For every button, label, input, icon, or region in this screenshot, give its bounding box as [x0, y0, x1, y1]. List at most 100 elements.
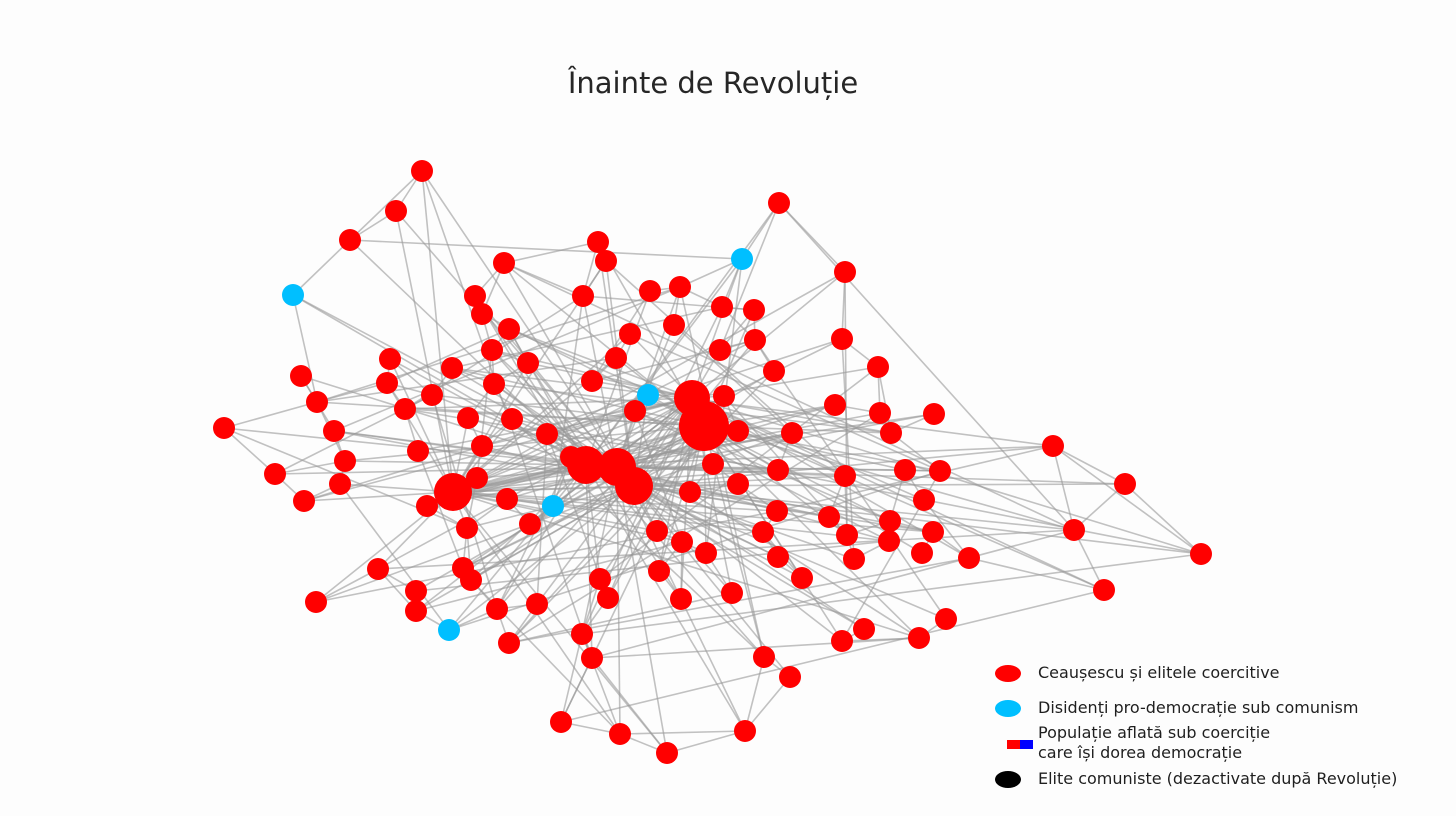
- elite-node: [958, 547, 980, 569]
- network-edge: [421, 170, 454, 493]
- network-edge: [462, 466, 618, 569]
- network-edge: [527, 362, 693, 399]
- elite-node: [779, 666, 801, 688]
- network-edge: [452, 491, 668, 754]
- network-edge: [744, 656, 765, 732]
- elite-node: [836, 524, 858, 546]
- legend-marker-elite: [995, 665, 1021, 682]
- elite-node: [929, 460, 951, 482]
- elite-node: [405, 600, 427, 622]
- elite-node: [663, 314, 685, 336]
- network-edge: [223, 401, 318, 429]
- elite-node: [727, 473, 749, 495]
- elite-node: [1093, 579, 1115, 601]
- elite-node: [481, 339, 503, 361]
- elite-node: [911, 542, 933, 564]
- elite-node: [695, 542, 717, 564]
- elite-node: [498, 632, 520, 654]
- network-edge: [581, 553, 1202, 635]
- elite-node: [713, 385, 735, 407]
- elite-node: [646, 520, 668, 542]
- hub-elite-node: [434, 473, 472, 511]
- network-edge: [616, 466, 1126, 485]
- elite-node: [305, 591, 327, 613]
- elite-node: [1114, 473, 1136, 495]
- network-edge: [417, 450, 464, 569]
- elite-node: [464, 285, 486, 307]
- elite-node: [486, 598, 508, 620]
- elite-node: [721, 582, 743, 604]
- elite-node: [323, 420, 345, 442]
- elite-node: [405, 580, 427, 602]
- elite-node: [709, 339, 731, 361]
- elite-node: [605, 347, 627, 369]
- network-edge: [719, 202, 780, 351]
- legend-label-elite: Ceaușescu și elitele coercitive: [1038, 663, 1280, 682]
- elite-node: [671, 531, 693, 553]
- elite-node: [550, 711, 572, 733]
- elite-node: [702, 453, 724, 475]
- network-edge: [448, 464, 587, 631]
- elite-node: [766, 500, 788, 522]
- elite-node: [923, 403, 945, 425]
- network-edge: [508, 592, 733, 644]
- network-edge: [633, 485, 947, 620]
- network-edge: [349, 239, 743, 260]
- elite-node: [306, 391, 328, 413]
- network-edge: [691, 271, 846, 399]
- network-edge: [616, 466, 843, 642]
- elite-node: [441, 357, 463, 379]
- network-edge: [511, 418, 1202, 555]
- network-edge: [274, 460, 346, 475]
- elite-node: [831, 630, 853, 652]
- network-edge: [691, 397, 1105, 591]
- network-edge: [968, 557, 1105, 591]
- network-edge: [585, 445, 1054, 466]
- network-edge: [303, 491, 454, 502]
- network-edge: [292, 294, 318, 403]
- network-edge: [1124, 483, 1202, 555]
- dissident-node: [731, 248, 753, 270]
- chart-title: Înainte de Revoluție: [567, 66, 859, 100]
- elite-node: [824, 394, 846, 416]
- network-edge: [591, 529, 1075, 659]
- network-edge: [481, 397, 693, 447]
- network-edge: [344, 425, 705, 462]
- network-edge: [508, 328, 1105, 591]
- network-edge: [1052, 445, 1126, 485]
- elite-node: [879, 510, 901, 532]
- network-edge: [633, 485, 1075, 531]
- elite-node: [1042, 435, 1064, 457]
- dissident-node: [637, 384, 659, 406]
- legend-marker-communist-elite: [995, 771, 1021, 788]
- network-edge: [560, 633, 583, 723]
- elite-node: [471, 435, 493, 457]
- elite-node: [483, 373, 505, 395]
- network-edge: [377, 397, 693, 570]
- elite-node: [908, 627, 930, 649]
- network-edge: [629, 333, 941, 472]
- elite-node: [609, 723, 631, 745]
- elite-node: [589, 568, 611, 590]
- network-edge: [415, 541, 683, 612]
- network-edge: [349, 170, 423, 241]
- elite-node: [407, 440, 429, 462]
- legend-marker-population: [1007, 740, 1033, 749]
- network-edge: [448, 485, 635, 631]
- elite-node: [727, 420, 749, 442]
- network-edge: [503, 241, 599, 264]
- network-edge: [581, 466, 618, 635]
- elite-node: [290, 365, 312, 387]
- network-edge: [339, 483, 450, 631]
- elite-node: [922, 521, 944, 543]
- elite-node: [367, 558, 389, 580]
- elite-node: [648, 560, 670, 582]
- legend-label-population-line2: care își dorea democrație: [1038, 743, 1243, 762]
- network-edge: [377, 529, 1075, 570]
- elite-node: [264, 463, 286, 485]
- network-edge: [633, 485, 1202, 555]
- network-edge: [300, 375, 587, 466]
- elite-node: [767, 459, 789, 481]
- elite-node: [1190, 543, 1212, 565]
